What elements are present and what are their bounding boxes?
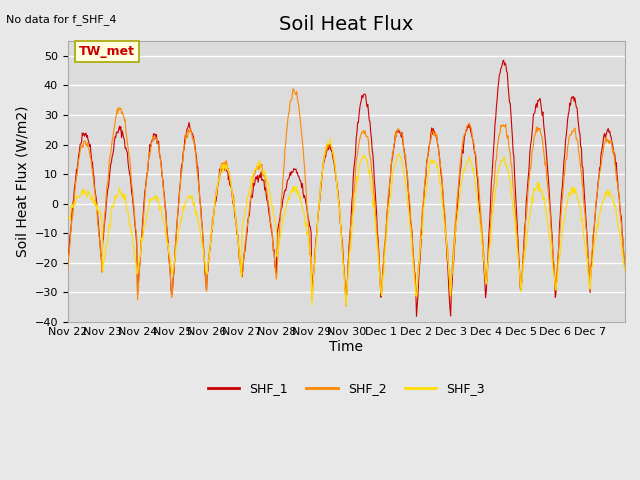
Text: No data for f_SHF_4: No data for f_SHF_4	[6, 14, 117, 25]
Legend: SHF_1, SHF_2, SHF_3: SHF_1, SHF_2, SHF_3	[203, 377, 490, 400]
X-axis label: Time: Time	[330, 340, 364, 354]
Y-axis label: Soil Heat Flux (W/m2): Soil Heat Flux (W/m2)	[15, 106, 29, 257]
Text: TW_met: TW_met	[79, 45, 135, 58]
Title: Soil Heat Flux: Soil Heat Flux	[279, 15, 413, 34]
